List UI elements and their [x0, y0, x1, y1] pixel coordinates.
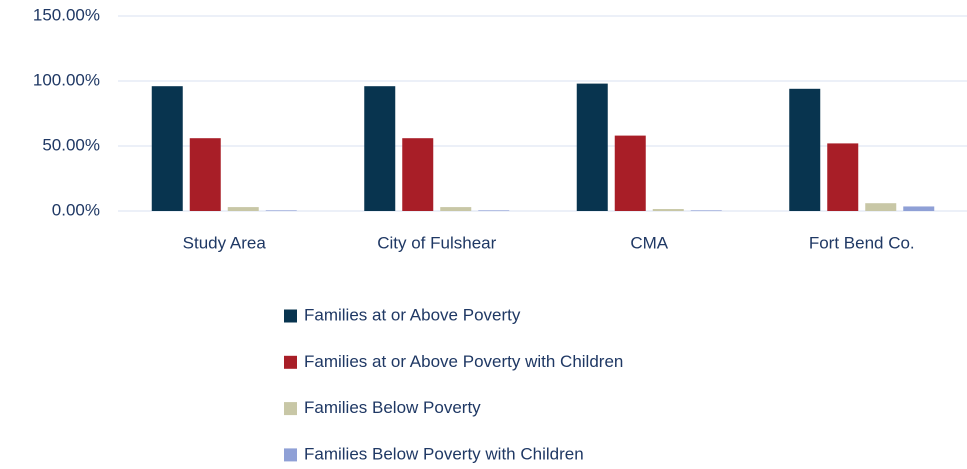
bar [151, 86, 183, 211]
legend-swatch [284, 448, 297, 462]
legend-swatch [284, 355, 297, 369]
bar [652, 209, 684, 211]
bar [265, 210, 297, 211]
bar [903, 206, 935, 211]
y-tick-label: 100.00% [33, 70, 100, 89]
legend-label: Families Below Poverty [304, 398, 481, 417]
bar [690, 210, 722, 211]
bar [576, 83, 608, 211]
y-tick-label: 0.00% [52, 200, 100, 219]
bar [827, 143, 859, 211]
bar [478, 210, 510, 211]
x-tick-label: City of Fulshear [377, 233, 496, 252]
bar [789, 88, 821, 211]
legend-label: Families at or Above Poverty with Childr… [304, 352, 623, 371]
y-tick-label: 150.00% [33, 5, 100, 24]
legend-swatch [284, 402, 297, 416]
legend-label: Families Below Poverty with Children [304, 444, 584, 463]
x-tick-label: Fort Bend Co. [809, 233, 915, 252]
bar [364, 86, 396, 211]
bar [227, 207, 259, 211]
legend-label: Families at or Above Poverty [304, 305, 521, 324]
bar [440, 207, 472, 211]
bar [189, 138, 221, 211]
x-tick-label: Study Area [183, 233, 267, 252]
x-tick-label: CMA [630, 233, 668, 252]
legend-swatch [284, 309, 297, 323]
bar [865, 203, 897, 211]
bar [402, 138, 434, 211]
bar [614, 135, 646, 211]
y-tick-label: 50.00% [42, 135, 100, 154]
